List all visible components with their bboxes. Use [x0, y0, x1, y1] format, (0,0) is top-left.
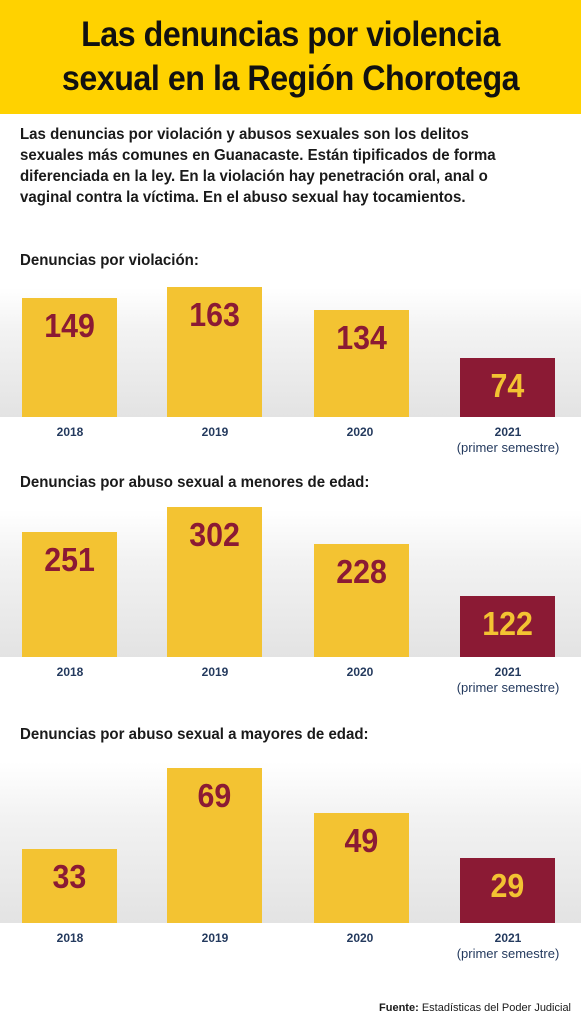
bar-2021: 29 [460, 858, 555, 923]
source-text: Estadísticas del Poder Judicial [421, 1002, 571, 1014]
bar-2020: 49 [314, 813, 409, 923]
bar-value-label: 29 [490, 867, 525, 904]
bar-value-label: 69 [197, 777, 232, 814]
category-year: 2018 [56, 665, 84, 679]
category-year: 2021 [494, 931, 522, 945]
chart-title: Denuncias por abuso sexual a mayores de … [20, 726, 369, 743]
category-label: 2021 (primer semestre) [443, 931, 573, 961]
bar-2020: 228 [314, 544, 409, 657]
category-year: 2019 [201, 425, 229, 439]
bar-2018: 149 [22, 298, 117, 417]
category-label: 2019 [150, 665, 280, 679]
category-label: 2020 [295, 931, 425, 945]
category-year: 2019 [201, 665, 229, 679]
category-label: 2018 [5, 665, 135, 679]
page-title: Las denuncias por violencia sexual en la… [61, 13, 520, 101]
bar-chart-1: Denuncias por violación: 149 2018 163 2019 13… [0, 252, 581, 467]
category-label: 2019 [150, 425, 280, 439]
bar-2019: 163 [167, 287, 262, 417]
category-year: 2019 [201, 931, 229, 945]
bar-chart-3: Denuncias por abuso sexual a mayores de … [0, 726, 581, 973]
category-label: 2021 (primer semestre) [443, 665, 573, 695]
category-year: 2018 [56, 425, 84, 439]
category-label: 2021 (primer semestre) [443, 425, 573, 455]
title-line-2: sexual en la Región Chorotega [61, 59, 520, 98]
category-note: (primer semestre) [456, 440, 560, 455]
bar-chart-2: Denuncias por abuso sexual a menores de … [0, 474, 581, 707]
category-label: 2020 [295, 425, 425, 439]
chart-title: Denuncias por violación: [20, 252, 199, 269]
bar-2019: 69 [167, 768, 262, 923]
bar-value-label: 134 [336, 319, 387, 356]
source-note: Fuente: Estadísticas del Poder Judicial [379, 1002, 571, 1014]
header-banner: Las denuncias por violencia sexual en la… [0, 0, 581, 114]
bar-2020: 134 [314, 310, 409, 417]
bar-value-label: 149 [44, 307, 95, 344]
category-label: 2018 [5, 425, 135, 439]
category-note: (primer semestre) [456, 946, 560, 961]
category-label: 2019 [150, 931, 280, 945]
bar-2019: 302 [167, 507, 262, 657]
title-line-1: Las denuncias por violencia [81, 15, 500, 54]
bar-value-label: 33 [52, 858, 87, 895]
chart-title: Denuncias por abuso sexual a menores de … [20, 474, 370, 491]
bar-value-label: 302 [189, 516, 240, 553]
bar-2021: 122 [460, 596, 555, 657]
category-year: 2021 [494, 665, 522, 679]
bar-2021: 74 [460, 358, 555, 417]
bar-value-label: 163 [189, 296, 240, 333]
category-year: 2018 [56, 931, 84, 945]
category-year: 2020 [346, 665, 374, 679]
category-year: 2020 [346, 425, 374, 439]
bar-value-label: 228 [336, 553, 387, 590]
category-year: 2021 [494, 425, 522, 439]
category-note: (primer semestre) [456, 680, 560, 695]
bar-2018: 251 [22, 532, 117, 657]
category-label: 2018 [5, 931, 135, 945]
bar-value-label: 49 [344, 822, 379, 859]
category-label: 2020 [295, 665, 425, 679]
bar-value-label: 74 [490, 367, 525, 404]
source-label: Fuente: [379, 1002, 419, 1014]
bar-value-label: 122 [482, 605, 533, 642]
bar-2018: 33 [22, 849, 117, 923]
category-year: 2020 [346, 931, 374, 945]
intro-paragraph: Las denuncias por violación y abusos sex… [20, 126, 496, 206]
bar-value-label: 251 [44, 541, 95, 578]
